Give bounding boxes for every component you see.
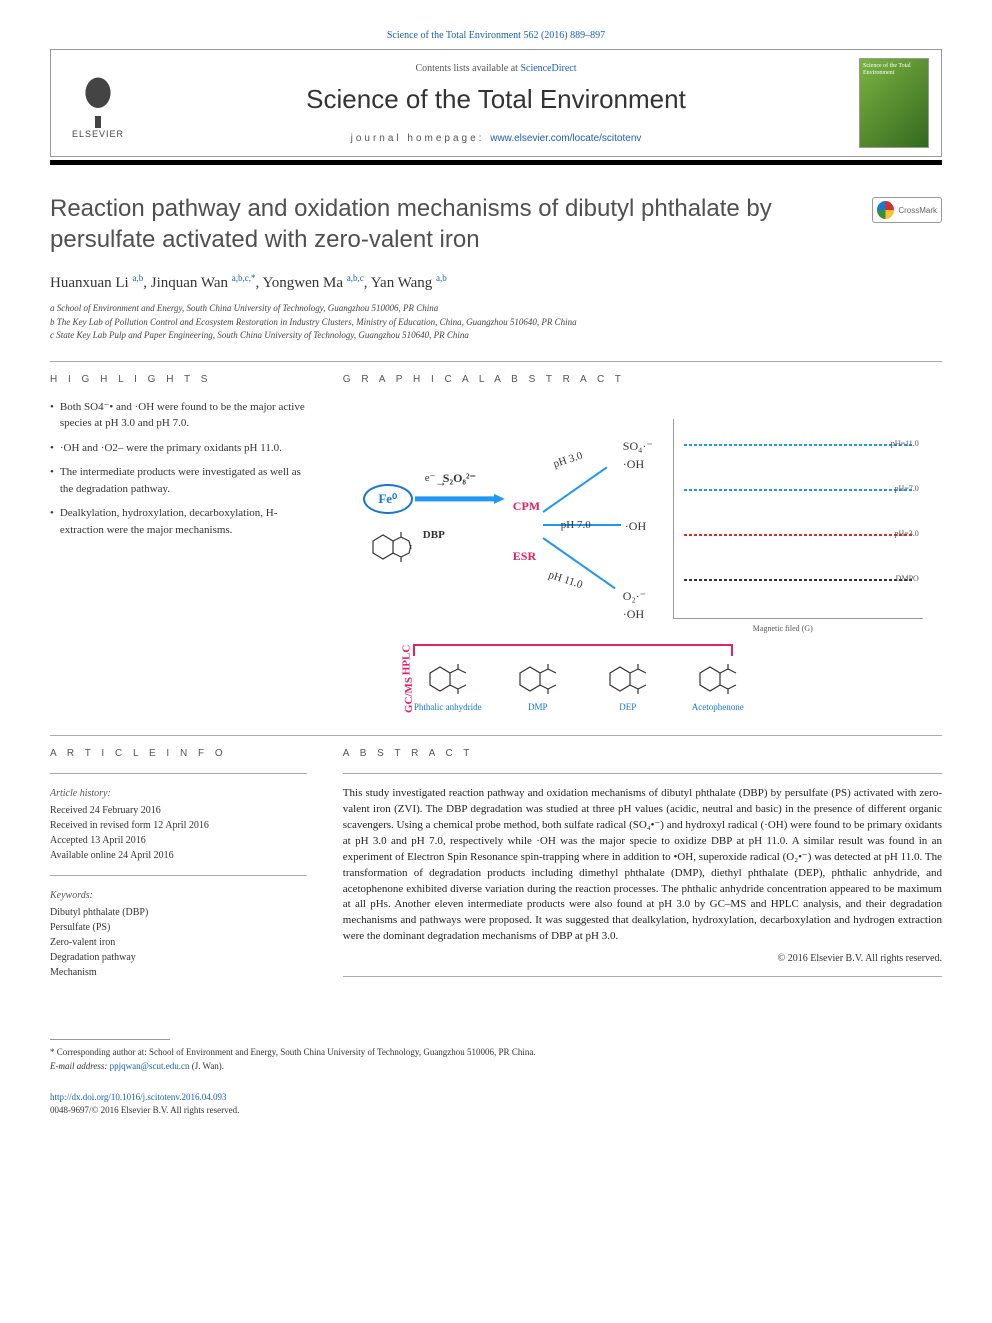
ga-oh-3: ·OH — [623, 607, 644, 622]
ga-product: DMP — [503, 659, 573, 712]
copyright: © 2016 Elsevier B.V. All rights reserved… — [343, 953, 942, 964]
ga-esr-plot: pH=11.0 pH=7.0 pH=3.0 DMPO — [673, 419, 923, 619]
highlight-item: The intermediate products were investiga… — [50, 464, 307, 497]
ga-xlabel: Magnetic filed (G) — [753, 624, 813, 633]
ga-esr-trace — [684, 489, 914, 491]
divider — [50, 875, 307, 876]
top-citation: Science of the Total Environment 562 (20… — [50, 30, 942, 41]
highlight-item: ·OH and ·O2– were the primary oxidants p… — [50, 440, 307, 457]
crossmark-label: CrossMark — [898, 206, 937, 215]
affiliation-b: b The Key Lab of Pollution Control and E… — [50, 316, 942, 330]
divider — [343, 773, 942, 774]
graphical-abs-label: G R A P H I C A L A B S T R A C T — [343, 374, 942, 385]
email-label: E-mail address: — [50, 1061, 110, 1071]
keywords-list: Dibutyl phthalate (DBP)Persulfate (PS)Ze… — [50, 905, 307, 980]
crossmark-icon — [877, 201, 894, 219]
keyword-item: Degradation pathway — [50, 950, 307, 965]
history-received: Received 24 February 2016 — [50, 803, 307, 818]
affiliations: a School of Environment and Energy, Sout… — [50, 302, 942, 343]
keyword-item: Mechanism — [50, 965, 307, 980]
affiliation-c: c State Key Lab Pulp and Paper Engineeri… — [50, 329, 942, 343]
abstract-text: This study investigated reaction pathway… — [343, 786, 942, 945]
article-info: Article history: Received 24 February 20… — [50, 786, 307, 980]
homepage-line: journal homepage: www.elsevier.com/locat… — [149, 133, 843, 144]
article-title: Reaction pathway and oxidation mechanism… — [50, 193, 862, 255]
top-citation-link[interactable]: Science of the Total Environment 562 (20… — [387, 30, 605, 41]
history-online: Available online 24 April 2016 — [50, 848, 307, 863]
graphical-abstract: Fe⁰ DBP e⁻ → S₂O₈²⁻ CPM ESR pH 3.0 pH 7.… — [343, 399, 942, 719]
ga-main-arrow-icon — [415, 494, 505, 504]
footnote-address: * Corresponding author at: School of Env… — [50, 1046, 942, 1060]
highlights-list: Both SO4⁻• and ·OH were found to be the … — [50, 399, 307, 539]
elsevier-logo: ELSEVIER — [63, 63, 133, 143]
elsevier-tree-icon — [73, 68, 123, 123]
ga-esr-trace — [684, 579, 914, 581]
history-revised: Received in revised form 12 April 2016 — [50, 818, 307, 833]
abstract-label: A B S T R A C T — [343, 748, 942, 759]
header-divider — [50, 160, 942, 165]
doi-block: http://dx.doi.org/10.1016/j.scitotenv.20… — [50, 1091, 942, 1116]
article-info-label: A R T I C L E I N F O — [50, 748, 307, 759]
keyword-item: Dibutyl phthalate (DBP) — [50, 905, 307, 920]
doi-copyright: 0048-9697/© 2016 Elsevier B.V. All right… — [50, 1105, 239, 1115]
history-accepted: Accepted 13 April 2016 — [50, 833, 307, 848]
ga-dbp-structure — [363, 529, 413, 584]
ga-esr-trace — [684, 444, 914, 446]
divider — [50, 773, 307, 774]
ga-dbp-label: DBP — [423, 529, 445, 541]
ga-products: Phthalic anhydride DMP DEP Acetophenone — [413, 659, 753, 712]
ga-o2: O₂·⁻ — [623, 589, 646, 604]
corresponding-footnote: * Corresponding author at: School of Env… — [50, 1046, 942, 1073]
highlight-item: Dealkylation, hydroxylation, decarboxyla… — [50, 505, 307, 538]
ga-bracket-icon — [413, 644, 733, 656]
ga-ph3: pH 3.0 — [552, 450, 584, 471]
divider — [343, 976, 942, 977]
ga-oh-2: ·OH — [625, 519, 646, 534]
ga-s2o8: S₂O₈²⁻ — [443, 471, 476, 486]
homepage-link[interactable]: www.elsevier.com/locate/scitotenv — [490, 133, 641, 144]
journal-cover-thumb: Science of the Total Environment — [859, 58, 929, 148]
keyword-item: Persulfate (PS) — [50, 920, 307, 935]
ga-esr-label: pH=11.0 — [891, 439, 919, 448]
ga-product: Acetophenone — [683, 659, 753, 712]
contents-line: Contents lists available at ScienceDirec… — [149, 63, 843, 74]
email-link[interactable]: ppjqwan@scut.edu.cn — [110, 1061, 190, 1071]
email-suffix: (J. Wan). — [189, 1061, 224, 1071]
authors: Huanxuan Li a,b, Jinquan Wan a,b,c,*, Yo… — [50, 273, 942, 292]
ga-cpm: CPM — [513, 499, 540, 514]
ga-product: DEP — [593, 659, 663, 712]
footnote-email-line: E-mail address: ppjqwan@scut.edu.cn (J. … — [50, 1060, 942, 1074]
history-heading: Article history: — [50, 786, 307, 801]
ga-esr-trace — [684, 534, 914, 536]
ga-fe-node: Fe⁰ — [363, 484, 413, 514]
divider — [50, 735, 942, 736]
contents-prefix: Contents lists available at — [415, 63, 520, 74]
ga-branch-line — [542, 466, 607, 512]
highlight-item: Both SO4⁻• and ·OH were found to be the … — [50, 399, 307, 432]
ga-esr: ESR — [513, 549, 536, 564]
highlights-label: H I G H L I G H T S — [50, 374, 307, 385]
ga-ph7: pH 7.0 — [561, 519, 591, 531]
homepage-prefix: journal homepage: — [351, 133, 491, 144]
ga-hplc: HPLC — [400, 645, 412, 676]
ga-esr-label: DMPO — [896, 574, 919, 583]
crossmark-badge[interactable]: CrossMark — [872, 197, 942, 223]
ga-oh-1: ·OH — [623, 457, 644, 472]
divider — [50, 361, 942, 362]
affiliation-a: a School of Environment and Energy, Sout… — [50, 302, 942, 316]
ga-so4: SO₄·⁻ — [623, 439, 653, 454]
footnote-divider — [50, 1039, 170, 1040]
doi-link[interactable]: http://dx.doi.org/10.1016/j.scitotenv.20… — [50, 1092, 227, 1102]
journal-thumb-text: Science of the Total Environment — [863, 63, 928, 76]
ga-esr-label: pH=3.0 — [895, 529, 919, 538]
ga-ph11: pH 11.0 — [547, 569, 584, 591]
journal-header: ELSEVIER Contents lists available at Sci… — [50, 49, 942, 157]
keyword-item: Zero-valent iron — [50, 935, 307, 950]
elsevier-name: ELSEVIER — [72, 129, 124, 139]
ga-product: Phthalic anhydride — [413, 659, 483, 712]
ga-esr-label: pH=7.0 — [895, 484, 919, 493]
sciencedirect-link[interactable]: ScienceDirect — [520, 63, 576, 74]
keywords-heading: Keywords: — [50, 888, 307, 903]
journal-name: Science of the Total Environment — [149, 84, 843, 115]
